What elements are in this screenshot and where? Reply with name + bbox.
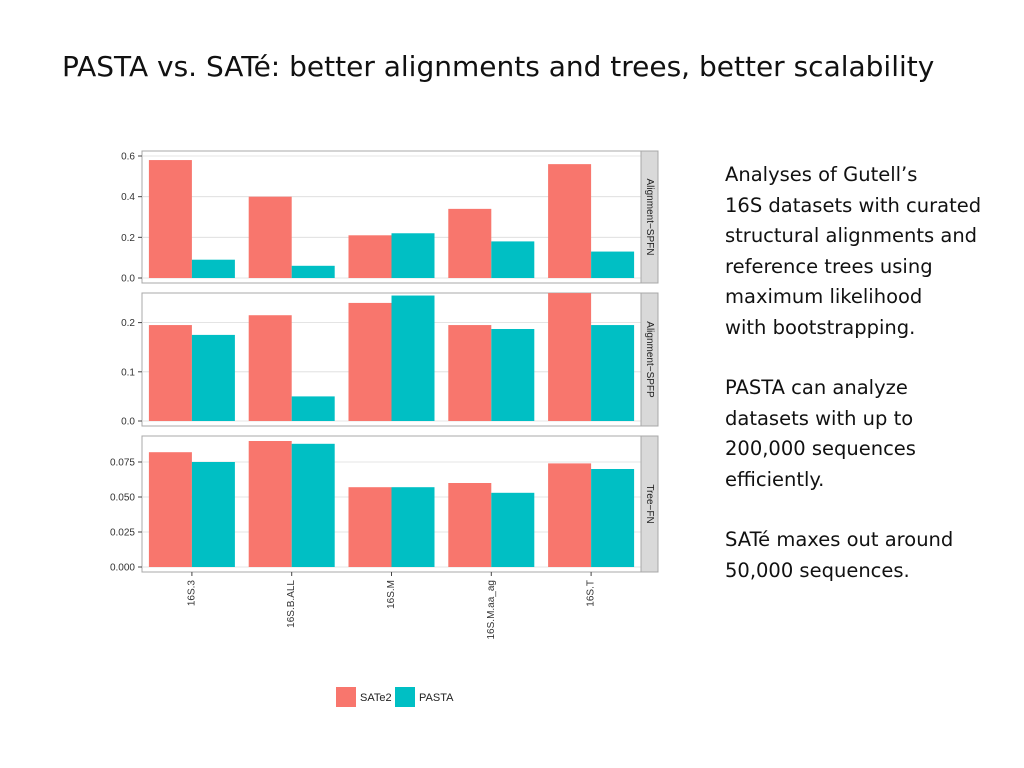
x-tick-label: 16S.3 — [186, 580, 197, 607]
bar-pasta — [591, 325, 635, 421]
bar-pasta — [191, 259, 235, 278]
bar-sate2 — [348, 487, 392, 567]
bar-pasta — [191, 334, 235, 421]
y-tick-label: 0.2 — [121, 233, 135, 244]
bar-pasta — [291, 265, 335, 278]
facet-strip — [640, 150, 659, 284]
x-tick-label: 16S.M.aa_ag — [486, 580, 497, 640]
y-tick-label: 0.000 — [110, 563, 135, 574]
side-line: efficiently. — [725, 467, 825, 491]
x-tick-label: 16S.B.ALL — [286, 580, 297, 628]
side-paragraph-2: PASTA can analyze datasets with up to 20… — [725, 373, 1015, 495]
bar-sate2 — [448, 208, 492, 278]
side-line: maximum likelihood — [725, 285, 923, 308]
facet-strip-label: Tree−FN — [644, 484, 655, 523]
facet-strip-label: Alignment−SPFP — [644, 321, 655, 398]
bar-pasta — [391, 487, 435, 567]
y-tick-label: 0.075 — [110, 458, 135, 469]
y-tick-label: 0.1 — [121, 367, 135, 378]
facet-strip — [640, 292, 659, 427]
y-tick-label: 0.025 — [110, 528, 135, 539]
legend-key-pasta — [395, 687, 415, 707]
bar-pasta — [591, 251, 635, 278]
bar-sate2 — [448, 325, 492, 421]
bar-pasta — [491, 492, 535, 567]
side-line: SATé maxes out around — [725, 528, 954, 551]
side-paragraph-1: Analyses of Gutell’s 16S datasets with c… — [725, 160, 1015, 343]
bar-sate2 — [348, 235, 392, 278]
y-tick-label: 0.050 — [110, 493, 135, 504]
bar-pasta — [391, 233, 435, 278]
bar-sate2 — [548, 164, 592, 278]
bar-sate2 — [148, 325, 192, 421]
x-tick-label: 16S.T — [586, 580, 597, 607]
y-tick-label: 0.0 — [121, 417, 135, 428]
side-line: with bootstrapping. — [725, 315, 916, 339]
side-line: PASTA can analyze — [725, 376, 908, 399]
legend-label: SATe2 — [360, 692, 392, 704]
bar-pasta — [191, 462, 235, 567]
side-line: 200,000 sequences — [725, 437, 916, 460]
bar-pasta — [291, 443, 335, 567]
bar-sate2 — [448, 483, 492, 567]
bar-pasta — [491, 241, 535, 278]
y-tick-label: 0.4 — [121, 192, 135, 203]
bar-sate2 — [148, 160, 192, 278]
side-line: datasets with up to — [725, 406, 914, 430]
x-tick-label: 16S.M — [386, 580, 397, 609]
bar-sate2 — [248, 196, 292, 278]
side-line: 50,000 sequences. — [725, 558, 910, 582]
bar-sate2 — [148, 452, 192, 567]
y-tick-label: 0.2 — [121, 318, 135, 329]
side-line: 16S datasets with curated — [725, 193, 982, 217]
side-line: structural alignments and — [725, 224, 978, 247]
y-tick-label: 0.0 — [121, 274, 135, 285]
side-text: Analyses of Gutell’s 16S datasets with c… — [725, 160, 1015, 616]
side-paragraph-3: SATé maxes out around 50,000 sequences. — [725, 525, 1015, 586]
bar-pasta — [291, 396, 335, 421]
facet-strip-label: Alignment−SPFN — [644, 179, 655, 256]
side-line: Analyses of Gutell’s — [725, 163, 918, 186]
legend-label: PASTA — [419, 692, 454, 704]
slide-title: PASTA vs. SATé: better alignments and tr… — [62, 50, 935, 83]
bar-sate2 — [248, 441, 292, 567]
bar-pasta — [391, 295, 435, 421]
y-tick-label: 0.6 — [121, 152, 135, 163]
legend-key-sate2 — [336, 687, 356, 707]
bar-sate2 — [548, 463, 592, 567]
facet-strip — [640, 435, 659, 573]
bar-pasta — [491, 328, 535, 421]
bar-pasta — [591, 469, 635, 567]
faceted-bar-chart: 0.0 0.2 0.4 0.6 Alignment−SPFN 0.0 0.1 0.2 Align… — [110, 150, 659, 707]
bar-sate2 — [548, 293, 592, 421]
bar-sate2 — [348, 302, 392, 421]
side-line: reference trees using — [725, 254, 933, 278]
bar-sate2 — [248, 315, 292, 421]
